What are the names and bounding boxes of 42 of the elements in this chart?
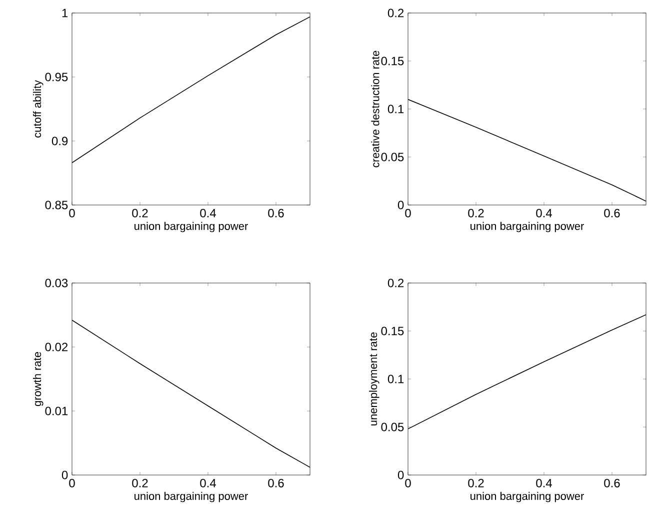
x-tick-label: 0.6 [604,478,620,488]
x-tick-label: 0.6 [268,208,284,218]
y-tick-label: 0.05 [381,152,404,162]
x-axis-title: union bargaining power [470,492,584,502]
x-tick-label: 0.2 [132,478,148,488]
y-tick-label: 0 [398,200,404,210]
y-tick-label: 0.02 [45,342,68,352]
x-tick-label: 0.4 [536,478,552,488]
y-tick-label: 0.2 [388,8,404,18]
x-axis-title: union bargaining power [134,222,248,232]
y-tick-label: 0.1 [388,374,404,384]
y-tick-label: 0.05 [381,422,404,432]
x-tick-label: 0.4 [536,208,552,218]
x-axis-title: union bargaining power [470,222,584,232]
y-tick-label: 0 [62,470,68,480]
y-tick-label: 0.1 [388,104,404,114]
y-tick-label: 0.85 [45,200,68,210]
y-tick-label: 0.01 [45,406,68,416]
y-axis-title: creative destruction rate [371,50,380,168]
y-tick-label: 0.2 [388,278,404,288]
x-tick-label: 0.6 [268,478,284,488]
y-tick-label: 1 [62,8,68,18]
y-tick-label: 0 [398,470,404,480]
x-axis-title: union bargaining power [134,492,248,502]
x-tick-label: 0 [69,208,75,218]
y-tick-label: 0.15 [381,56,404,66]
y-axis-title: growth rate [32,352,44,406]
x-tick-label: 0.2 [468,478,484,488]
y-axis-title: unemployment rate [369,332,380,426]
x-tick-label: 0.4 [200,208,216,218]
y-tick-label: 0.95 [45,72,68,82]
x-tick-label: 0 [69,478,75,488]
y-tick-label: 0.9 [52,136,68,146]
x-tick-label: 0 [405,208,411,218]
y-tick-label: 0.15 [381,326,404,336]
x-tick-label: 0.2 [468,208,484,218]
x-tick-label: 0.2 [132,208,148,218]
x-tick-label: 0 [405,478,411,488]
y-axis-title: cutoff ability [32,80,44,138]
x-tick-label: 0.6 [604,208,620,218]
y-tick-label: 0.03 [45,278,68,288]
x-tick-label: 0.4 [200,478,216,488]
